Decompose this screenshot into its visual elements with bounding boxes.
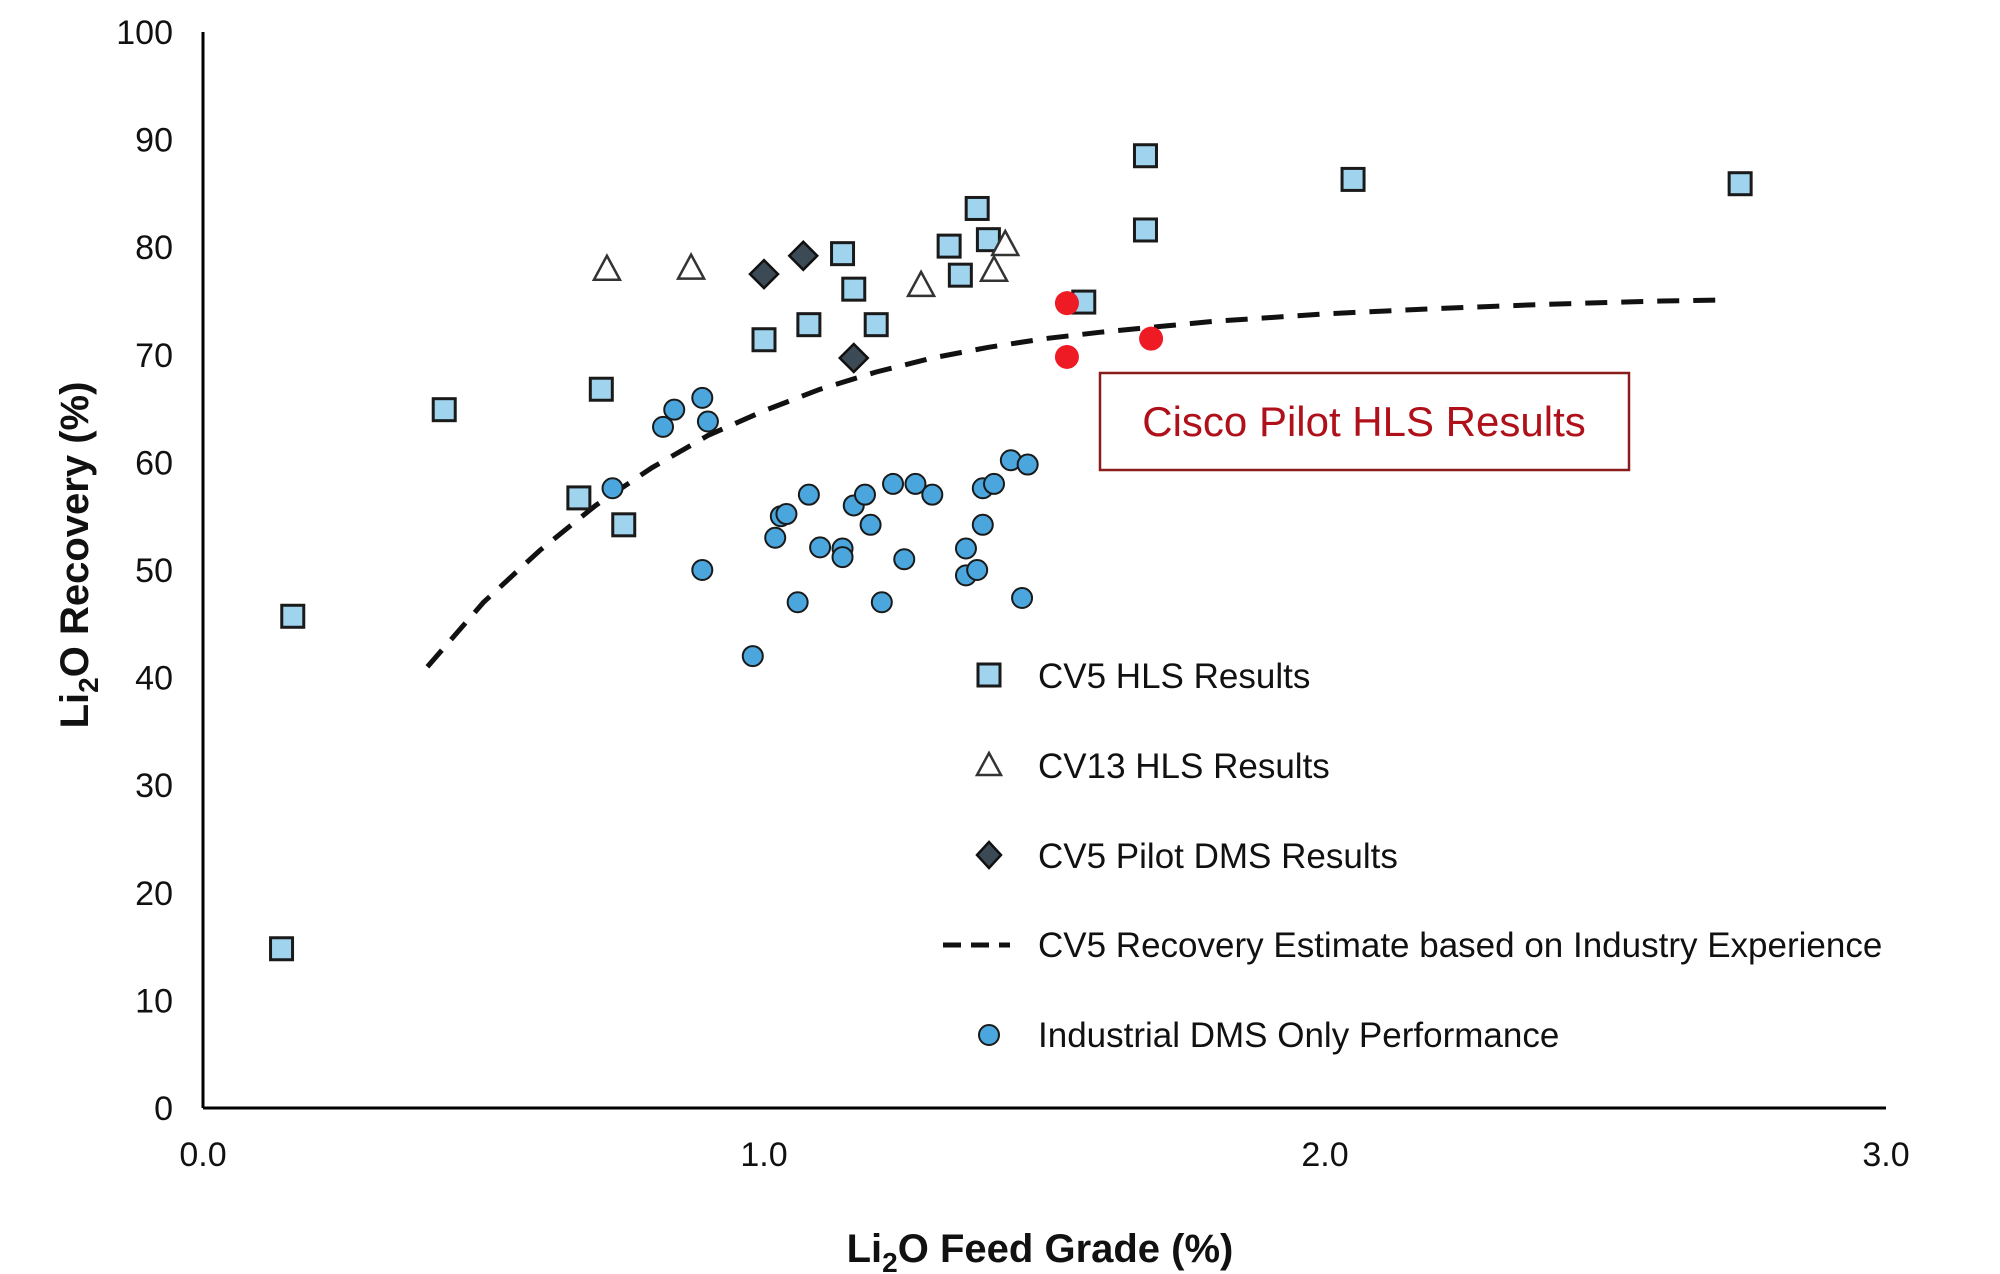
- industrial-dms-point: [859, 513, 882, 536]
- cv5-hls-point: [936, 233, 962, 259]
- industrial-dms-point: [831, 546, 854, 569]
- y-tick-label: 70: [135, 337, 173, 375]
- industrial-dms-point: [775, 503, 798, 526]
- x-tick-label: 3.0: [1862, 1136, 1909, 1174]
- cv5-hls-point: [1132, 217, 1158, 243]
- cv5-hls-point: [751, 327, 777, 353]
- industrial-dms-point: [966, 559, 989, 581]
- industrial-dms-point: [764, 526, 787, 549]
- legend-label: CV5 Recovery Estimate based on Industry …: [1038, 926, 1882, 965]
- cisco-annotation: Cisco Pilot HLS Results: [1098, 371, 1631, 472]
- cv5-hls-point: [1727, 171, 1753, 197]
- y-tick-label: 60: [135, 444, 173, 482]
- x-tick-label: 1.0: [740, 1136, 787, 1174]
- industrial-dms-point: [1016, 453, 1039, 476]
- industrial-dms-point: [870, 591, 893, 614]
- cv5-pilot-dms-point: [837, 342, 870, 374]
- legend-circle-marker: [978, 1024, 1000, 1046]
- legend-label: Industrial DMS Only Performance: [1038, 1016, 1559, 1055]
- cv5-pilot-dms-point: [787, 240, 820, 272]
- cv5-hls-point: [863, 312, 889, 338]
- y-axis-title: Li2O Recovery (%): [53, 382, 104, 729]
- cv13-hls-point: [990, 228, 1021, 257]
- data-markers: [269, 143, 1753, 962]
- industrial-dms-point: [853, 483, 876, 506]
- cv5-pilot-dms-point: [748, 258, 780, 290]
- legend-label: CV5 HLS Results: [1038, 657, 1310, 696]
- x-tick-label: 0.0: [179, 1136, 226, 1174]
- industrial-dms-point: [691, 386, 714, 409]
- y-tick-label: 50: [135, 552, 173, 590]
- industrial-dms-point: [971, 513, 994, 536]
- y-tick-label: 10: [135, 982, 173, 1020]
- industrial-dms-point: [786, 591, 809, 614]
- cv5-hls-point: [1340, 166, 1366, 192]
- cv13-hls-point: [675, 252, 707, 280]
- cv5-hls-point: [830, 241, 856, 267]
- industrial-dms-point: [904, 472, 927, 495]
- legend-item-cv5-pilot-dms: CV5 Pilot DMS Results: [975, 837, 1398, 876]
- cv5-hls-point: [841, 276, 867, 302]
- cv5-hls-point: [611, 512, 637, 538]
- industrial-dms-point: [601, 477, 624, 500]
- cv5-hls-point: [1132, 143, 1158, 169]
- estimate-dashed-line: [425, 297, 1729, 669]
- industrial-dms-point: [696, 410, 719, 433]
- cv5-hls-point: [796, 312, 822, 338]
- legend-label: CV13 HLS Results: [1038, 747, 1330, 786]
- plot-area: 0 10 20 30 40 50 60 70 80 90 100 0.0 1.0 2.0 3.0: [116, 14, 1909, 1174]
- cv13-hls-point: [591, 253, 623, 281]
- cv13-hls-point: [978, 254, 1010, 283]
- industrial-dms-point: [691, 559, 714, 581]
- y-tick-label: 0: [154, 1090, 173, 1128]
- cv5-hls-point: [964, 195, 990, 221]
- legend: CV5 HLS Results CV13 HLS Results CV5 Pil…: [943, 657, 1882, 1055]
- cisco-pilot-hls-point: [1139, 326, 1164, 351]
- legend-item-cv5-recovery-estimate: CV5 Recovery Estimate based on Industry …: [943, 926, 1882, 965]
- legend-label: CV5 Pilot DMS Results: [1038, 837, 1398, 876]
- industrial-dms-point: [741, 645, 764, 668]
- legend-item-cv5-hls: CV5 HLS Results: [976, 657, 1310, 696]
- industrial-dms-point: [954, 537, 977, 560]
- industrial-dms-point: [893, 548, 916, 571]
- annotation-text: Cisco Pilot HLS Results: [1142, 398, 1585, 445]
- industrial-dms-point: [921, 483, 944, 506]
- y-tick-label: 90: [135, 122, 173, 160]
- annotation-box: [1098, 371, 1631, 472]
- y-tick-label: 40: [135, 660, 173, 698]
- cv5-hls-point: [947, 262, 973, 288]
- legend-square-marker: [976, 662, 1002, 688]
- y-tick-label: 100: [116, 14, 173, 52]
- x-axis-title: Li2O Feed Grade (%): [847, 1227, 1234, 1274]
- legend-triangle-marker: [974, 750, 1004, 777]
- cv13-hls-point: [905, 269, 937, 298]
- cisco-pilot-hls-point: [1054, 291, 1079, 316]
- y-tick-labels: 0 10 20 30 40 50 60 70 80 90 100: [116, 14, 173, 1128]
- x-tick-labels: 0.0 1.0 2.0 3.0: [179, 1136, 1909, 1174]
- cv5-hls-point: [269, 936, 295, 962]
- y-tick-label: 30: [135, 767, 173, 805]
- legend-diamond-marker: [975, 840, 1003, 870]
- cv5-hls-point: [588, 376, 614, 402]
- x-tick-label: 2.0: [1301, 1136, 1348, 1174]
- industrial-dms-point: [652, 415, 675, 438]
- industrial-dms-point: [882, 472, 905, 495]
- cv5-hls-point: [566, 485, 592, 511]
- industrial-dms-point: [983, 472, 1006, 495]
- industrial-dms-point: [1011, 586, 1034, 609]
- cv5-hls-point: [280, 603, 306, 629]
- cisco-pilot-hls-point: [1054, 344, 1079, 369]
- industrial-dms-point: [797, 483, 820, 506]
- legend-item-industrial-dms: Industrial DMS Only Performance: [978, 1016, 1559, 1055]
- cv5-hls-point: [431, 397, 457, 423]
- industrial-dms-point: [809, 536, 832, 559]
- y-tick-label: 80: [135, 229, 173, 267]
- legend-item-cv13-hls: CV13 HLS Results: [974, 747, 1330, 786]
- industrial-dms-point: [663, 398, 686, 421]
- y-tick-label: 20: [135, 875, 173, 913]
